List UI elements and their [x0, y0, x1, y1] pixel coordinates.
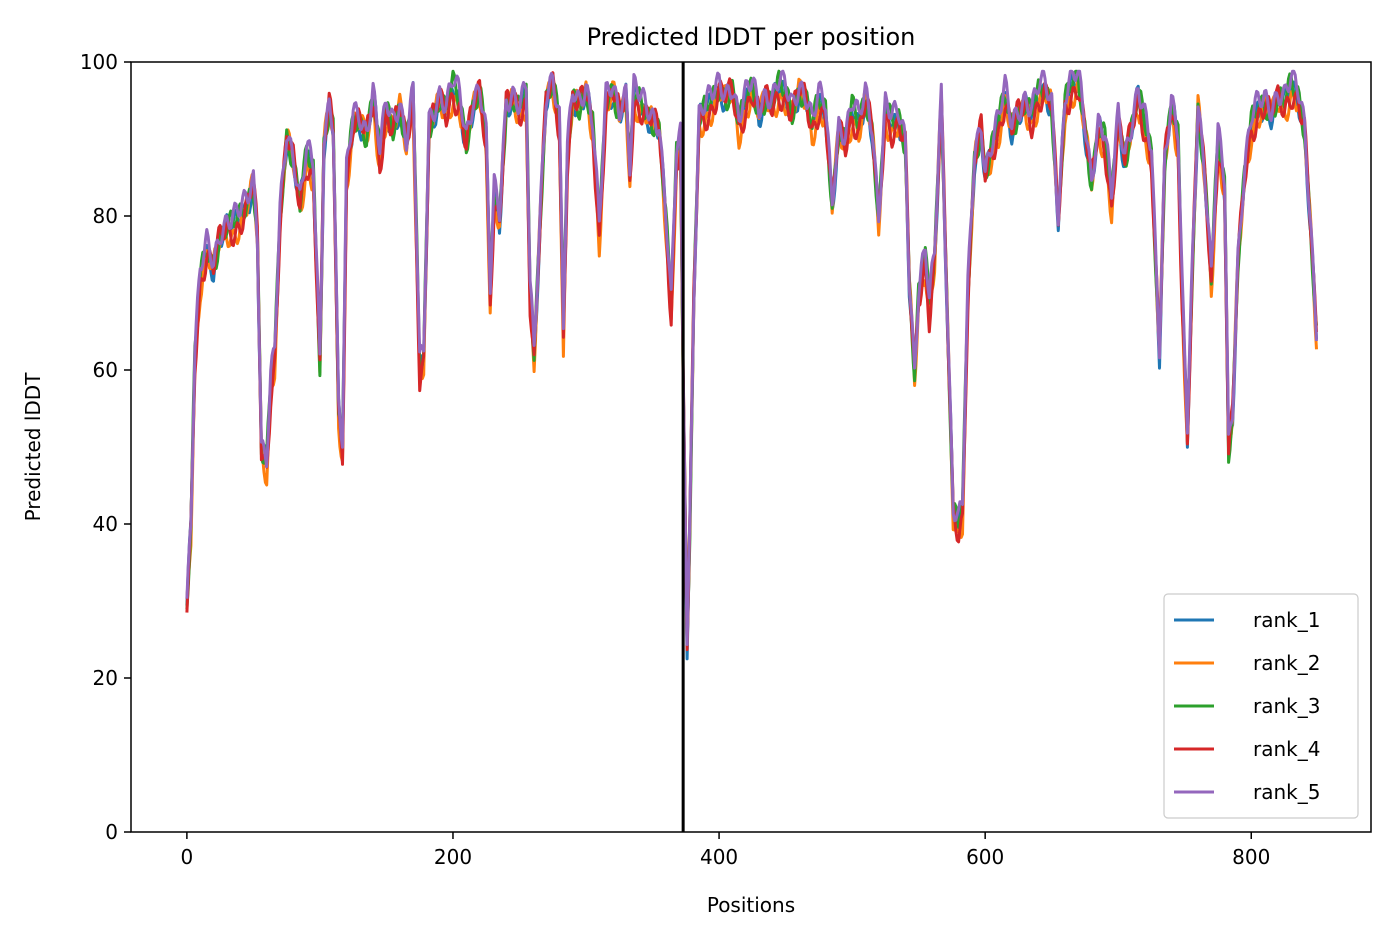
- x-tick-label: 0: [181, 845, 194, 869]
- legend: rank_1 rank_2 rank_3 rank_4 rank_5: [1163, 593, 1359, 819]
- x-axis-ticks: 0 200 400 600 800: [181, 832, 1270, 869]
- y-tick-label: 40: [93, 512, 118, 536]
- legend-label-rank_5: rank_5: [1253, 780, 1320, 804]
- x-tick-label: 400: [700, 845, 738, 869]
- chart-title: Predicted lDDT per position: [587, 23, 916, 51]
- legend-label-rank_4: rank_4: [1253, 737, 1320, 761]
- y-tick-label: 80: [93, 204, 118, 228]
- x-tick-label: 600: [966, 845, 1004, 869]
- plot-area-frame: [130, 61, 1372, 833]
- y-axis-label: Predicted lDDT: [21, 372, 45, 522]
- y-tick-label: 20: [93, 666, 118, 690]
- legend-label-rank_3: rank_3: [1253, 694, 1320, 718]
- plot-lines: [185, 69, 1318, 661]
- x-tick-label: 800: [1232, 845, 1270, 869]
- series-line-rank_5: [185, 69, 1318, 646]
- y-tick-label: 100: [80, 50, 118, 74]
- x-tick-label: 200: [434, 845, 472, 869]
- x-axis-label: Positions: [707, 893, 795, 917]
- legend-label-rank_2: rank_2: [1253, 651, 1320, 675]
- legend-label-rank_1: rank_1: [1253, 608, 1320, 632]
- y-tick-label: 60: [93, 358, 118, 382]
- y-axis-ticks: 0 20 40 60 80 100: [80, 50, 131, 844]
- y-tick-label: 0: [105, 820, 118, 844]
- legend-box: [1163, 593, 1359, 819]
